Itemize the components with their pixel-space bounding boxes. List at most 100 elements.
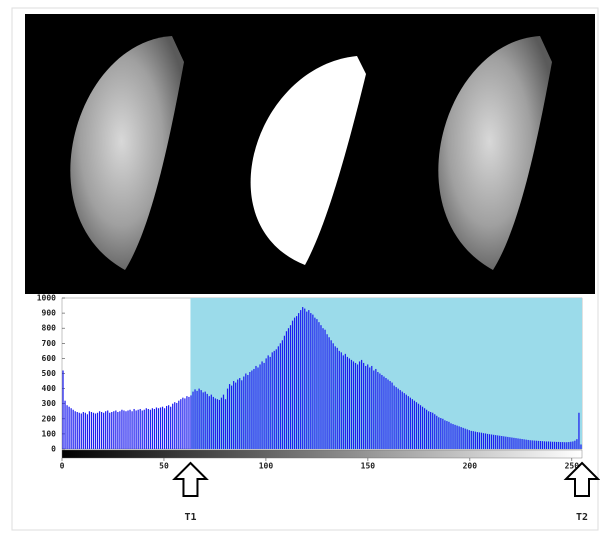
bar [83,412,84,449]
bar [454,425,455,449]
bar [69,407,70,449]
bar [493,435,494,449]
bar [190,395,191,449]
bar [442,419,443,449]
bar [560,442,561,449]
bar [475,432,476,449]
bar [298,313,299,449]
bar [394,386,395,449]
bar [320,325,321,449]
bar [199,389,200,449]
bar [517,438,518,449]
bar [93,413,94,449]
bar [162,407,163,449]
bar [412,399,413,449]
bar [570,442,571,449]
bar [136,410,137,449]
bar [552,442,553,449]
bar [119,411,120,449]
bar [511,438,512,449]
bar [233,381,234,449]
bar [253,369,254,449]
bar [436,416,437,449]
y-tick-label: 900 [42,309,57,318]
bar [215,398,216,449]
bar [574,441,575,449]
bar [515,438,516,449]
bar [182,398,183,449]
bar [489,434,490,449]
bar [306,312,307,449]
bar [381,375,382,449]
bar [255,366,256,449]
bar [408,396,409,449]
bar [568,442,569,449]
bar [331,340,332,449]
bar [524,439,525,449]
threshold-label: T2 [576,512,588,523]
bar [129,410,130,449]
bar [174,402,175,449]
x-tick-label: 0 [60,462,65,471]
bar [507,437,508,449]
bar [146,408,147,449]
bar [578,413,579,449]
bar [294,318,295,449]
bar [312,315,313,449]
bar [140,409,141,449]
bar [343,355,344,449]
bar [410,398,411,449]
bar [103,413,104,449]
bar [369,367,370,449]
bar [491,435,492,449]
x-tick-label: 150 [361,462,376,471]
bar [186,396,187,449]
bar [463,428,464,449]
bar [542,441,543,449]
bar [444,420,445,449]
bar [278,346,279,449]
bar [117,412,118,449]
bar [170,407,171,449]
bar [115,410,116,449]
bar [556,442,557,449]
bar [178,401,179,449]
bar [127,410,128,449]
colorbar [62,450,582,458]
bar [351,360,352,449]
bar [66,405,67,449]
bar [548,441,549,449]
bar [316,319,317,449]
bar [477,432,478,449]
bar [467,429,468,449]
bar [217,399,218,449]
bar [562,442,563,449]
bar [207,394,208,449]
y-tick-label: 500 [42,369,57,378]
bar [219,400,220,449]
bar [292,321,293,449]
bar [513,438,514,449]
y-tick-label: 1000 [37,294,56,303]
bar [337,348,338,449]
bar [196,391,197,449]
bar [144,410,145,449]
bar [125,411,126,449]
bar [324,330,325,449]
bar [450,423,451,449]
bar [550,442,551,449]
bar [180,399,181,449]
bar [156,407,157,449]
y-tick-label: 300 [42,399,57,408]
bar [268,355,269,449]
bar [89,411,90,449]
bar [62,370,63,449]
bar [353,361,354,449]
bar [184,398,185,449]
bar [64,401,65,449]
bar [576,439,577,449]
bar [71,408,72,449]
bar [414,401,415,449]
bar [152,408,153,449]
bar [391,383,392,449]
